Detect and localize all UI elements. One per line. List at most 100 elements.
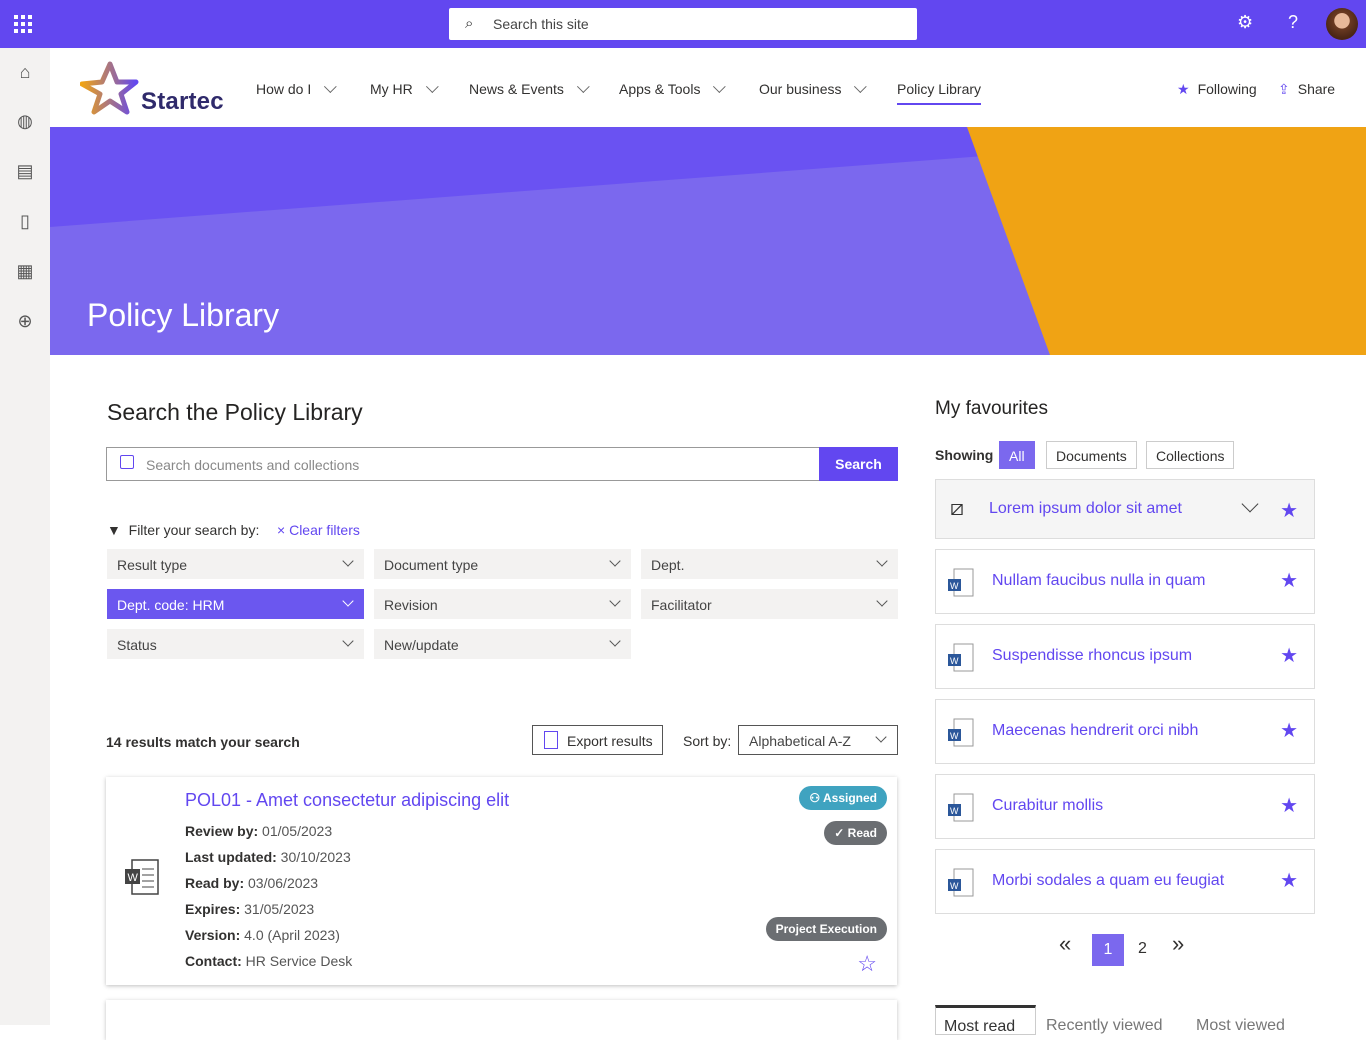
word-document-icon: W <box>948 568 974 597</box>
dropdown-label: Status <box>117 637 157 653</box>
page-2-button[interactable]: 2 <box>1138 940 1147 957</box>
following-button[interactable]: ★ Following <box>1177 81 1257 98</box>
star-icon: ★ <box>1177 81 1190 97</box>
nav-news-events[interactable]: News & Events <box>469 80 590 97</box>
read-badge: ✓ Read <box>824 821 887 845</box>
export-results-button[interactable]: Export results <box>532 725 663 755</box>
add-icon[interactable]: ⊕ <box>17 311 33 331</box>
sort-value: Alphabetical A-Z <box>749 733 851 749</box>
dropdown-label: Dept. code: HRM <box>117 597 225 613</box>
svg-text:W: W <box>950 731 959 741</box>
word-document-icon: W <box>948 718 974 747</box>
favourite-item[interactable]: W Maecenas hendrerit orci nibh ★ <box>935 699 1315 764</box>
meta-read-by: Read by: 03/06/2023 <box>185 875 318 891</box>
tab-most-read[interactable]: Most read <box>935 1005 1036 1035</box>
site-name[interactable]: Startec <box>141 88 224 115</box>
result-type-dropdown[interactable]: Result type <box>107 549 364 579</box>
dropdown-label: Facilitator <box>651 597 712 613</box>
nav-how-do-i[interactable]: How do I <box>256 80 337 97</box>
filter-label: ▼ Filter your search by: <box>107 522 259 538</box>
favourite-star-icon[interactable]: ★ <box>1280 870 1298 892</box>
favourite-star-icon[interactable]: ★ <box>1280 570 1298 592</box>
home-icon[interactable]: ⌂ <box>19 62 31 82</box>
favourite-title[interactable]: Nullam faucibus nulla in quam <box>992 572 1206 589</box>
last-page-icon[interactable]: » <box>1172 931 1185 956</box>
tab-recently-viewed[interactable]: Recently viewed <box>1046 1017 1163 1034</box>
assigned-badge: ⚇ Assigned <box>799 786 887 810</box>
favourite-item[interactable]: W Suspendisse rhoncus ipsum ★ <box>935 624 1315 689</box>
search-icon: ⌕ <box>465 15 474 32</box>
settings-icon[interactable]: ⚙ <box>1237 12 1254 32</box>
collection-icon: ⧄ <box>950 495 964 520</box>
meta-value: HR Service Desk <box>245 953 353 969</box>
chevron-down-icon[interactable] <box>1241 495 1259 513</box>
favourite-star-icon[interactable]: ★ <box>1280 720 1298 742</box>
sort-dropdown[interactable]: Alphabetical A-Z <box>738 725 898 755</box>
dropdown-label: Result type <box>117 557 188 573</box>
result-card[interactable]: POL01 - Amet consectetur adipiscing elit… <box>106 777 897 985</box>
favourite-item[interactable]: W Nullam faucibus nulla in quam ★ <box>935 549 1315 614</box>
clear-filters-button[interactable]: × Clear filters <box>277 522 360 538</box>
meta-key: Contact: <box>185 953 242 969</box>
first-page-icon[interactable]: « <box>1059 931 1072 956</box>
favourite-star-icon[interactable]: ★ <box>1280 645 1298 667</box>
result-title-link[interactable]: POL01 - Amet consectetur adipiscing elit <box>185 790 510 810</box>
clear-filters-label: Clear filters <box>289 522 360 538</box>
policy-search-input[interactable]: Search documents and collections <box>106 447 820 481</box>
dept-dropdown[interactable]: Dept. <box>641 549 898 579</box>
list-icon[interactable]: ▦ <box>16 261 34 281</box>
news-icon[interactable]: ▤ <box>16 161 34 181</box>
nav-policy-library[interactable]: Policy Library <box>897 81 982 105</box>
result-card[interactable] <box>106 1000 897 1040</box>
avatar[interactable] <box>1326 8 1358 40</box>
dept-code-dropdown[interactable]: Dept. code: HRM <box>107 589 364 619</box>
favourite-title[interactable]: Lorem ipsum dolor sit amet <box>989 500 1182 517</box>
favourite-item[interactable]: W Curabitur mollis ★ <box>935 774 1315 839</box>
new-update-dropdown[interactable]: New/update <box>374 629 631 659</box>
meta-version: Version: 4.0 (April 2023) <box>185 927 340 943</box>
document-type-dropdown[interactable]: Document type <box>374 549 631 579</box>
search-placeholder: Search this site <box>493 16 589 32</box>
favourite-star-icon[interactable]: ★ <box>1280 500 1298 522</box>
search-button[interactable]: Search <box>819 447 898 481</box>
check-icon: ✓ <box>834 826 845 840</box>
app-launcher-icon[interactable] <box>14 15 32 33</box>
nav-label: How do I <box>256 81 312 97</box>
filter-documents-button[interactable]: Documents <box>1046 441 1137 469</box>
page-1-button[interactable]: 1 <box>1092 934 1124 966</box>
status-dropdown[interactable]: Status <box>107 629 364 659</box>
nav-apps-tools[interactable]: Apps & Tools <box>619 80 727 97</box>
help-icon[interactable]: ? <box>1288 12 1299 32</box>
globe-icon[interactable]: ◍ <box>17 111 33 131</box>
revision-dropdown[interactable]: Revision <box>374 589 631 619</box>
favourite-item[interactable]: W Morbi sodales a quam eu feugiat ★ <box>935 849 1315 914</box>
facilitator-dropdown[interactable]: Facilitator <box>641 589 898 619</box>
export-label: Export results <box>567 733 653 749</box>
site-search-input[interactable]: ⌕ Search this site <box>449 8 917 40</box>
nav-label: Apps & Tools <box>619 81 701 97</box>
word-document-icon: W <box>125 859 159 895</box>
favourite-title[interactable]: Curabitur mollis <box>992 797 1104 814</box>
meta-review-by: Review by: 01/05/2023 <box>185 823 332 839</box>
favourite-collection-item[interactable]: ⧄ Lorem ipsum dolor sit amet ★ <box>935 479 1315 539</box>
export-icon <box>544 731 558 749</box>
favourite-title[interactable]: Suspendisse rhoncus ipsum <box>992 647 1193 664</box>
nav-my-hr[interactable]: My HR <box>370 80 439 97</box>
startec-logo-icon[interactable] <box>80 60 140 116</box>
dropdown-label: Dept. <box>651 557 685 573</box>
document-icon[interactable]: ▯ <box>20 211 30 231</box>
meta-value: 31/05/2023 <box>244 901 315 917</box>
search-heading: Search the Policy Library <box>107 399 363 425</box>
favourite-star-icon[interactable]: ★ <box>1280 795 1298 817</box>
assigned-icon: ⚇ <box>809 791 821 805</box>
filter-all-button[interactable]: All <box>999 441 1035 469</box>
favourite-star-icon[interactable]: ☆ <box>857 951 877 976</box>
favourite-title[interactable]: Maecenas hendrerit orci nibh <box>992 722 1199 739</box>
filter-collections-button[interactable]: Collections <box>1146 441 1235 469</box>
nav-our-business[interactable]: Our business <box>759 80 868 97</box>
nav-label: Policy Library <box>897 81 982 97</box>
favourite-title[interactable]: Morbi sodales a quam eu feugiat <box>992 872 1225 889</box>
meta-key: Version: <box>185 927 241 943</box>
share-button[interactable]: ⇪ Share <box>1278 81 1335 98</box>
tab-most-viewed[interactable]: Most viewed <box>1196 1017 1285 1034</box>
